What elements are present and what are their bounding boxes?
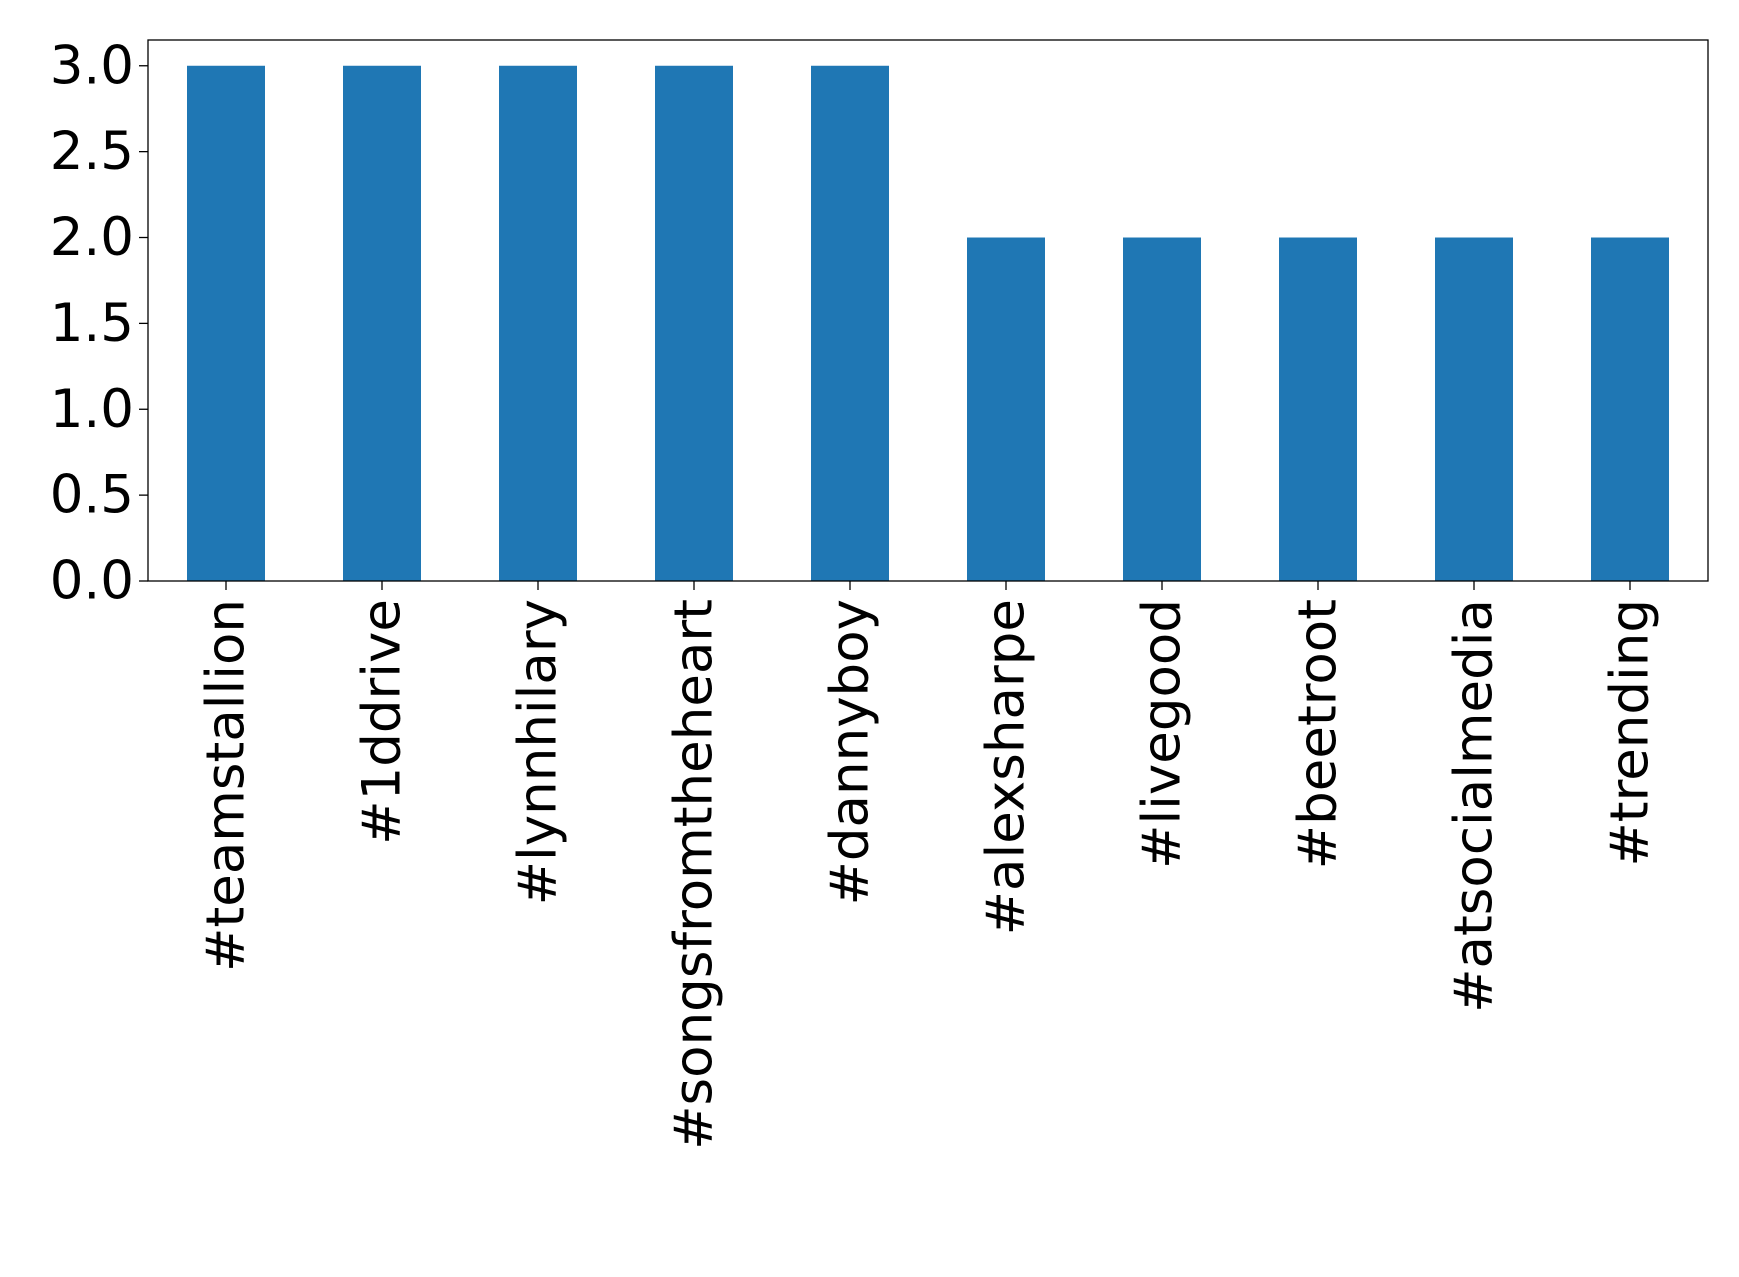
bar [187, 65, 265, 581]
bar [499, 65, 577, 581]
bar [1591, 237, 1669, 581]
bar [967, 237, 1045, 581]
y-tick-label: 0.5 [50, 465, 134, 526]
y-tick-label: 1.0 [50, 379, 134, 440]
plot-frame [147, 39, 1709, 582]
bar [1435, 237, 1513, 581]
x-tick-label: #teamstallion [196, 599, 257, 972]
x-tick-label: #beetroot [1288, 599, 1349, 869]
x-tick-label: #trending [1600, 599, 1661, 867]
x-tick-label: #alexsharpe [976, 599, 1037, 935]
bar [1279, 237, 1357, 581]
bar [811, 65, 889, 581]
x-tick-label: #1ddrive [352, 599, 413, 845]
y-tick-label: 0.0 [50, 551, 134, 612]
x-tick-label: #livegood [1132, 599, 1193, 869]
y-tick-label: 1.5 [50, 293, 134, 354]
x-tick-label: #dannyboy [820, 599, 881, 906]
y-tick-label: 2.0 [50, 207, 134, 268]
bar [1123, 237, 1201, 581]
bar [343, 65, 421, 581]
y-tick-label: 2.5 [50, 121, 134, 182]
y-tick-label: 3.0 [50, 35, 134, 96]
x-tick-label: #songsfromtheheart [664, 599, 725, 1150]
x-tick-label: #atsocialmedia [1444, 599, 1505, 1013]
bar [655, 65, 733, 581]
x-tick-label: #lynnhilary [508, 599, 569, 905]
